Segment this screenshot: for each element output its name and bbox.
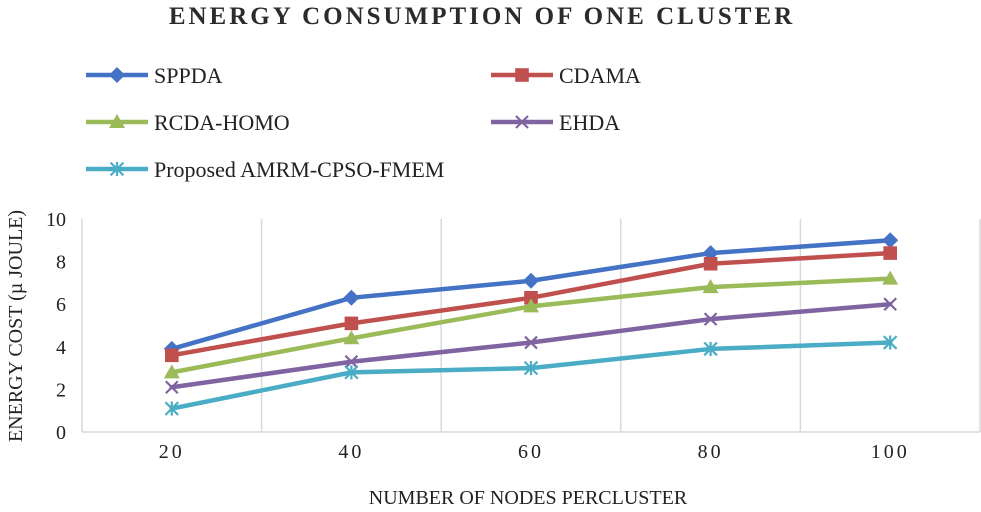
data-point-sppda [343,289,360,306]
legend-label: EHDA [559,110,620,135]
series-rcda-homo [163,270,899,379]
data-point-ehda [165,380,179,395]
y-tick-label: 8 [56,252,66,274]
data-point-proposed-amrm-cpso-fmem [523,360,539,376]
data-point-rcda-homo [163,364,180,379]
series-proposed-amrm-cpso-fmem [164,335,898,416]
data-point-sppda [523,272,539,289]
legend-item-proposed-amrm-cpso-fmem: Proposed AMRM-CPSO-FMEM [86,157,444,182]
legend-item-ehda: EHDA [491,110,620,135]
data-point-ehda [344,354,359,369]
data-point-ehda [883,297,897,311]
legend: SPPDA CDAMA RCDA-HOMO EHDA Proposed AMRM-CPS… [86,63,641,182]
x-tick-label: 20 [159,441,185,463]
y-tick-label: 10 [46,209,66,231]
data-point-sppda [882,232,899,249]
legend-label: RCDA-HOMO [154,110,290,135]
legend-item-sppda: SPPDA [86,63,223,88]
data-point-cdama [883,246,897,260]
data-point-ehda [703,312,718,326]
data-point-proposed-amrm-cpso-fmem [883,335,898,350]
series-ehda [165,297,897,395]
data-point-cdama [703,256,718,271]
legend-marker [515,115,529,129]
y-axis-ticks: 0 2 4 6 8 10 [46,209,66,444]
x-axis-ticks: 20 40 60 80 100 [159,441,910,463]
chart-title: ENERGY CONSUMPTION OF ONE CLUSTER [169,3,795,30]
data-point-rcda-homo [882,270,899,285]
legend-item-rcda-homo: RCDA-HOMO [86,110,290,135]
y-tick-label: 2 [56,379,66,401]
legend-label: CDAMA [559,63,641,88]
y-tick-label: 4 [56,337,66,359]
data-point-rcda-homo [523,298,539,313]
data-point-cdama [524,291,538,305]
data-point-proposed-amrm-cpso-fmem [703,341,718,357]
legend-label: SPPDA [154,63,223,88]
legend-marker [109,161,125,177]
y-tick-label: 6 [56,294,66,316]
y-tick-label: 0 [56,422,66,444]
x-axis-label: NUMBER OF NODES PERCLUSTER [369,487,688,509]
data-point-rcda-homo [702,279,719,294]
data-point-proposed-amrm-cpso-fmem [164,401,179,416]
legend-item-cdama: CDAMA [491,63,641,88]
data-point-cdama [344,316,359,331]
x-tick-label: 40 [338,441,364,463]
series-group [163,232,899,416]
y-axis-label: ENERGY COST (µ JOULE) [5,210,27,442]
x-tick-label: 100 [871,441,910,463]
legend-marker [109,114,125,128]
data-point-ehda [524,335,538,350]
legend-marker [515,68,529,82]
data-point-proposed-amrm-cpso-fmem [344,365,359,380]
legend-label: Proposed AMRM-CPSO-FMEM [154,157,444,182]
legend-marker [109,67,125,83]
x-tick-label: 60 [518,441,544,463]
data-point-cdama [165,348,179,363]
series-cdama [165,246,897,363]
x-tick-label: 80 [698,441,724,463]
data-point-rcda-homo [343,330,360,345]
